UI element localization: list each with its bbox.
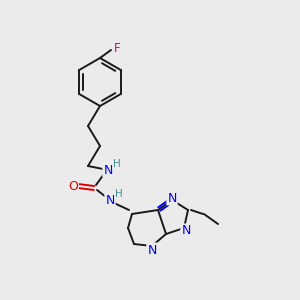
Text: N: N [167, 191, 177, 205]
Text: F: F [114, 41, 120, 55]
Text: N: N [181, 224, 191, 238]
Text: H: H [113, 159, 121, 169]
Text: H: H [115, 189, 123, 199]
Text: N: N [105, 194, 115, 206]
Text: N: N [103, 164, 113, 176]
Text: N: N [147, 244, 157, 256]
Text: O: O [68, 179, 78, 193]
